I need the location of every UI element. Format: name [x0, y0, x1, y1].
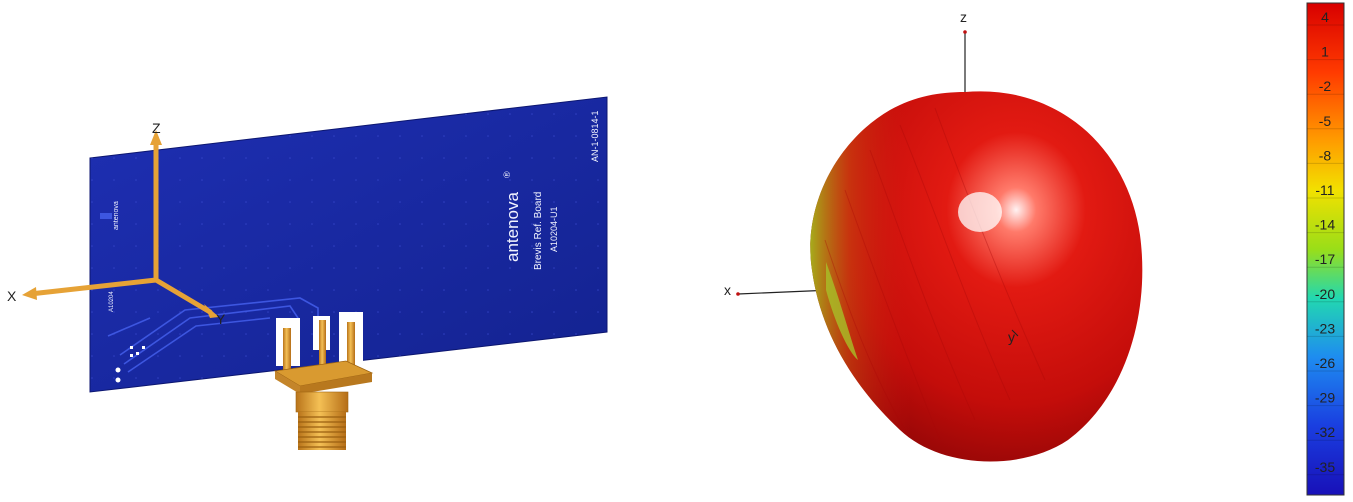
color-scale-tick-label: -14 — [1315, 217, 1335, 233]
color-scale-tick-label: -35 — [1315, 459, 1335, 475]
pcb-title: Brevis Ref. Board — [533, 192, 544, 270]
board-axis-label-x: X — [7, 288, 17, 304]
pcb-board: antenova A10204 antenova ® Brevis Ref. B… — [89, 96, 608, 393]
radiation-pattern: z x y — [724, 9, 1143, 462]
color-scale-tick-label: -17 — [1315, 251, 1335, 267]
pattern-axis-label-z: z — [960, 9, 967, 25]
pcb-part-number: A10204-U1 — [549, 206, 559, 252]
pcb-registered-mark: ® — [502, 171, 512, 178]
color-scale-tick-label: -2 — [1319, 78, 1332, 94]
color-scale-tick-label: -32 — [1315, 424, 1335, 440]
color-scale-bar — [1306, 2, 1345, 496]
lobe-facets — [824, 107, 1046, 441]
color-scale-tick-label: -5 — [1319, 113, 1332, 129]
color-scale-tick-label: 1 — [1321, 44, 1329, 60]
pcb-small-logo: antenova — [113, 201, 120, 230]
color-scale-tick-label: -23 — [1315, 320, 1335, 336]
board-axis-label-z: Z — [152, 120, 161, 136]
board-axes: Z X Y — [7, 120, 226, 327]
color-scale-tick-label: -8 — [1319, 147, 1332, 163]
color-scale-tick-label: -11 — [1315, 182, 1334, 198]
pcb-vias — [115, 346, 145, 383]
color-scale: 4 1 -2 -5 -8 -11 -14 -17 -20 -23 -26 -29 -32 -35 — [1306, 2, 1345, 496]
pcb-small-part: A10204 — [109, 291, 115, 312]
color-scale-tick-label: -20 — [1315, 286, 1335, 302]
pattern-axis-label-y: y — [1008, 329, 1015, 345]
color-scale-tick-label: -26 — [1315, 355, 1335, 371]
pattern-axis-label-x: x — [724, 282, 731, 298]
color-scale-tick-label: -29 — [1315, 390, 1335, 406]
sma-connector — [273, 320, 374, 450]
color-scale-tick-label: 4 — [1321, 9, 1329, 25]
pcb-board-code: AN-1-0814-1 — [590, 110, 600, 162]
board-axis-label-y: Y — [216, 311, 226, 327]
pcb-brand: antenova — [503, 192, 522, 262]
